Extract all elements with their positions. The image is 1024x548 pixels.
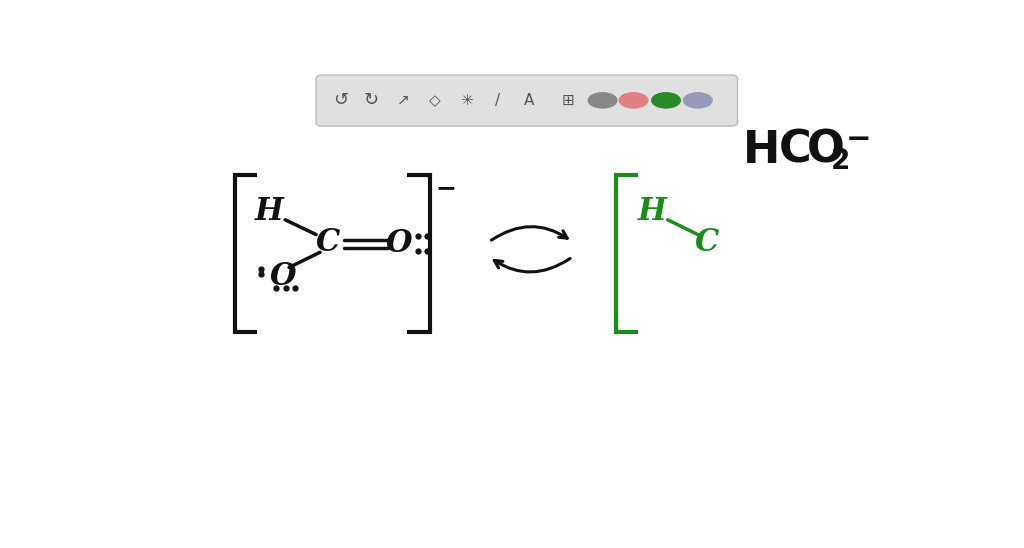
Text: C: C [315, 227, 340, 259]
Text: O: O [269, 261, 296, 292]
Text: H: H [637, 196, 667, 227]
Text: H: H [255, 196, 284, 227]
Text: O: O [386, 229, 413, 259]
Text: H: H [743, 129, 780, 172]
Text: ↗: ↗ [397, 93, 410, 108]
Text: ↻: ↻ [365, 92, 379, 110]
Circle shape [620, 93, 648, 108]
Text: 2: 2 [830, 147, 850, 175]
Text: O: O [807, 129, 845, 172]
Text: ✳: ✳ [461, 93, 473, 108]
Text: ◇: ◇ [429, 93, 441, 108]
Text: C: C [695, 227, 720, 259]
Text: −: − [846, 125, 871, 154]
Text: A: A [523, 93, 534, 108]
Circle shape [588, 93, 616, 108]
Circle shape [652, 93, 680, 108]
Text: ↺: ↺ [333, 92, 348, 110]
Text: ⊞: ⊞ [561, 93, 574, 108]
Text: /: / [496, 93, 501, 108]
Text: C: C [778, 129, 811, 172]
Text: −: − [435, 176, 456, 200]
Circle shape [684, 93, 712, 108]
FancyBboxPatch shape [316, 75, 737, 126]
